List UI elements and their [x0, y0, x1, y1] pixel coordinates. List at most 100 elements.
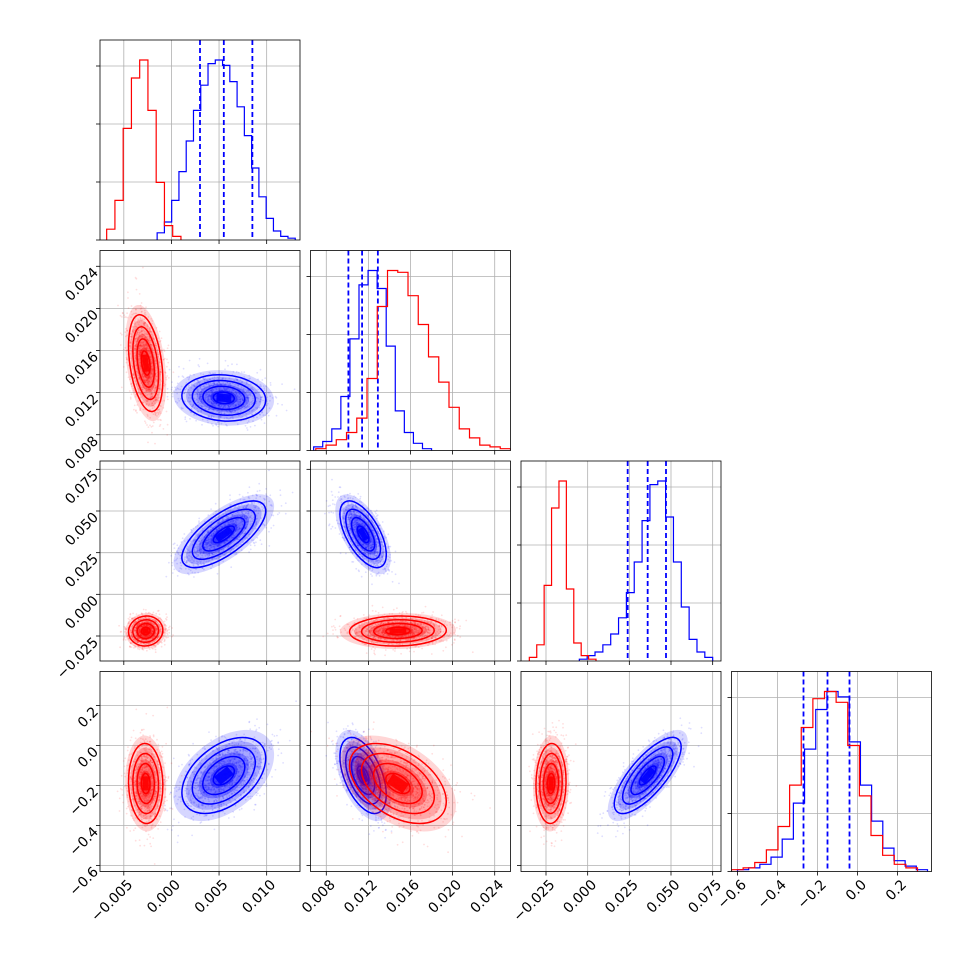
red-density-peak — [141, 354, 150, 373]
blue-sample-point — [211, 423, 213, 425]
blue-sample-point — [205, 396, 207, 399]
red-sample-point — [155, 344, 158, 347]
blue-sample-point — [235, 392, 238, 394]
red-sample-point — [137, 378, 140, 381]
red-sample-point — [149, 339, 152, 342]
red-sample-point — [142, 344, 145, 347]
red-sample-point — [120, 386, 123, 389]
red-sample-point — [140, 345, 142, 348]
blue-sample-point — [211, 408, 214, 410]
red-sample-point — [138, 335, 141, 338]
red-sample-point — [136, 332, 139, 335]
blue-sample-point — [188, 568, 190, 570]
red-sample-point — [146, 338, 149, 341]
red-sample-point — [140, 330, 143, 332]
red-sample-point — [154, 414, 157, 416]
blue-sample-point — [225, 388, 228, 390]
blue-sample-point — [192, 405, 194, 407]
red-sample-point — [147, 404, 150, 407]
blue-sample-point — [212, 389, 215, 392]
blue-sample-point — [230, 416, 233, 419]
blue-sample-point — [172, 390, 175, 393]
blue-sample-point — [166, 395, 169, 398]
blue-sample-point — [202, 385, 205, 388]
red-sample-point — [129, 332, 132, 335]
blue-contour — [212, 391, 236, 405]
blue-sample-point — [198, 397, 201, 399]
blue-sample-point — [220, 383, 222, 386]
blue-sample-point — [249, 393, 252, 396]
blue-sample-point — [209, 406, 211, 409]
blue-sample-point — [210, 546, 212, 549]
blue-sample-point — [185, 387, 188, 390]
blue-histogram — [313, 269, 433, 451]
red-sample-point — [154, 375, 157, 377]
red-sample-point — [141, 385, 144, 387]
blue-sample-point — [250, 514, 252, 517]
red-sample-point — [129, 341, 132, 344]
red-sample-point — [137, 340, 139, 342]
blue-sample-point — [211, 391, 214, 394]
red-sample-point — [172, 634, 175, 636]
blue-sample-point — [206, 362, 209, 365]
blue-sample-point — [214, 391, 217, 393]
blue-sample-point — [202, 405, 204, 407]
red-sample-point — [139, 350, 142, 353]
blue-sample-point — [238, 493, 241, 496]
blue-sample-point — [212, 408, 215, 410]
red-sample-point — [147, 379, 150, 382]
blue-sample-point — [237, 400, 240, 403]
blue-sample-point — [183, 558, 186, 560]
blue-sample-point — [207, 421, 209, 424]
blue-sample-point — [223, 417, 226, 420]
red-sample-point — [124, 331, 127, 333]
red-sample-point — [159, 371, 162, 373]
red-sample-point — [142, 376, 145, 379]
blue-sample-point — [198, 402, 201, 405]
blue-sample-point — [233, 392, 235, 395]
blue-sample-point — [259, 368, 262, 371]
red-sample-point — [166, 434, 169, 436]
red-sample-point — [156, 411, 159, 414]
red-sample-point — [133, 348, 136, 351]
blue-sample-point — [205, 406, 208, 409]
red-sample-point — [137, 329, 140, 332]
red-sample-point — [138, 332, 141, 335]
blue-sample-point — [223, 389, 226, 392]
blue-sample-point — [216, 572, 219, 575]
red-sample-point — [134, 344, 137, 347]
blue-sample-point — [246, 396, 248, 399]
blue-sample-point — [247, 400, 250, 403]
blue-sample-point — [206, 379, 209, 382]
red-sample-point — [140, 344, 143, 347]
blue-sample-point — [239, 400, 242, 403]
red-sample-point — [126, 358, 128, 360]
red-sample-point — [139, 349, 142, 352]
blue-sample-point — [223, 387, 225, 389]
red-sample-point — [138, 353, 141, 356]
blue-sample-point — [264, 377, 267, 379]
blue-sample-point — [195, 398, 198, 401]
blue-sample-point — [212, 400, 215, 403]
blue-sample-point — [210, 508, 213, 510]
red-sample-point — [136, 404, 139, 406]
blue-sample-point — [211, 397, 214, 399]
red-sample-point — [156, 351, 159, 354]
red-sample-point — [134, 339, 137, 341]
red-sample-point — [148, 375, 151, 378]
blue-sample-point — [224, 406, 227, 408]
red-sample-point — [142, 401, 144, 404]
red-sample-point — [125, 349, 128, 352]
blue-sample-point — [219, 403, 222, 406]
red-sample-point — [142, 329, 145, 331]
red-sample-point — [140, 349, 143, 351]
blue-sample-point — [247, 510, 249, 513]
red-sample-point — [160, 349, 163, 352]
red-sample-point — [167, 361, 170, 364]
red-sample-point — [141, 386, 144, 388]
blue-sample-point — [198, 365, 201, 368]
red-sample-point — [140, 382, 143, 385]
red-sample-point — [146, 393, 149, 396]
red-sample-point — [150, 373, 153, 375]
blue-sample-point — [227, 517, 230, 519]
